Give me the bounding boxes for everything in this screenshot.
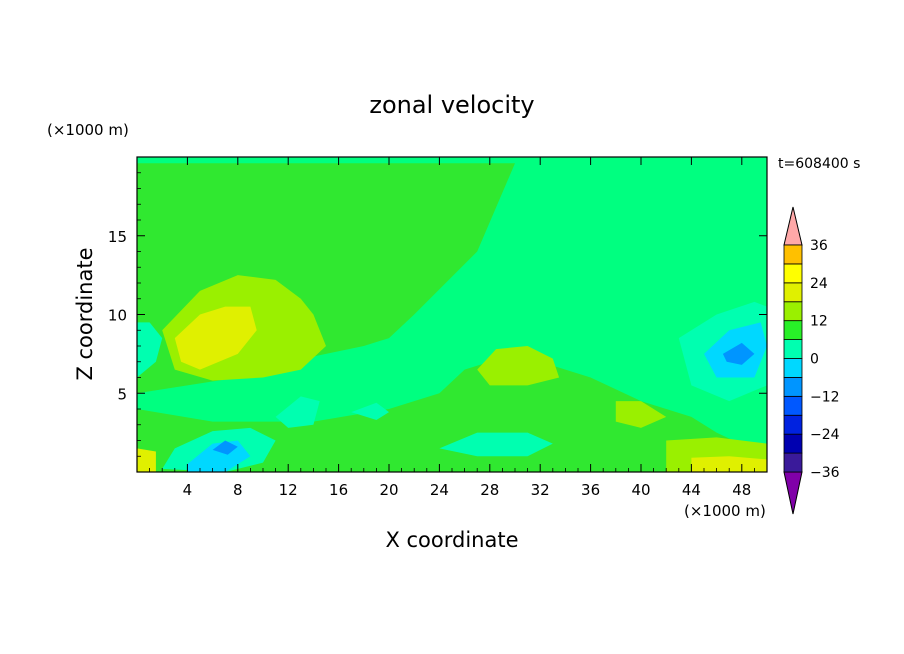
colorbar-band [783,358,803,378]
contour-region-16 [351,402,389,420]
y-axis-label: Z coordinate [73,247,97,380]
y-axis: 5 10 15 [108,172,767,457]
contour-regions [137,163,767,472]
colorbar-arrow-bottom [783,471,803,515]
y-unit-label: (×1000 m) [47,121,129,139]
contour-region-1 [137,353,767,472]
colorbar-label: 24 [810,276,828,292]
colorbar-band [783,244,803,265]
contour-region-18 [137,448,156,472]
colorbar-band [783,395,803,416]
x-tick-label: 40 [631,481,650,499]
x-tick-label: 32 [531,481,550,499]
contour-region-17 [137,322,163,378]
y-tick-label: 10 [108,307,127,325]
x-unit-label: (×1000 m) [684,502,766,520]
chart-title: zonal velocity [369,91,534,119]
contour-region-4 [477,346,560,386]
x-tick-label: 8 [233,481,243,499]
contour-region-5 [615,401,667,428]
contour-region-3 [174,306,257,370]
colorbar-band [783,339,803,359]
x-tick-label: 24 [430,481,449,499]
x-tick-label: 36 [581,481,600,499]
colorbar-arrow-top [783,206,803,246]
colorbar-band [783,377,803,397]
contour-region-7 [691,456,767,472]
x-axis-label: X coordinate [385,528,518,552]
x-tick-label: 12 [279,481,298,499]
x-tick-label: 44 [682,481,701,499]
x-tick-label: 4 [183,481,193,499]
x-axis: 4 8 12 16 20 24 28 32 36 40 44 48 [149,157,755,499]
colorbar-band [783,414,803,435]
contour-region-15 [275,396,320,428]
colorbar-band [783,452,803,473]
plot-area [136,156,768,473]
colorbar-band [783,433,803,454]
colorbar-label: 36 [810,238,828,254]
y-tick-label: 15 [108,228,127,246]
time-label: t=608400 s [778,156,860,172]
y-tick-label: 5 [117,385,127,403]
colorbar-label: −36 [810,465,840,481]
contour-region-10 [722,342,755,365]
colorbar-band [783,263,803,284]
colorbar-band [783,301,803,322]
contour-region-13 [212,440,238,455]
x-tick-label: 28 [480,481,499,499]
x-tick-label: 16 [329,481,348,499]
colorbar-label: −24 [810,427,840,443]
colorbar-label: −12 [810,389,840,405]
colorbar-band [783,282,803,303]
colorbar: 36 24 12 0 −12 −24 −36 [783,206,840,515]
x-tick-label: 20 [379,481,398,499]
colorbar-label: 12 [810,314,828,330]
colorbar-band [783,320,803,340]
contour-region-14 [439,432,553,457]
colorbar-label: 0 [810,352,819,368]
x-tick-label: 48 [732,481,751,499]
